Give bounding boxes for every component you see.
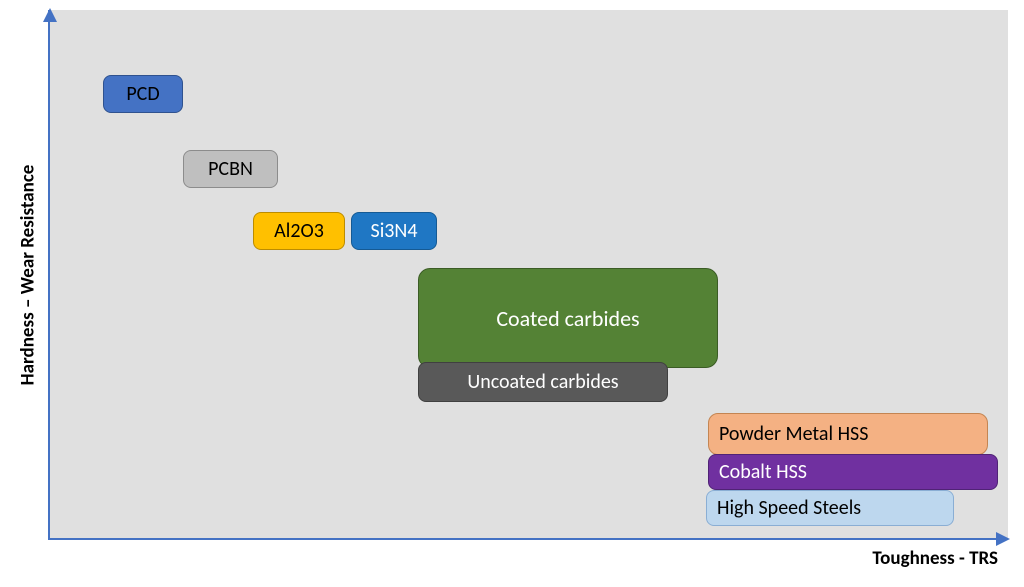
x-axis-label: Toughness - TRS	[872, 547, 998, 570]
material-coated-carbides: Coated carbides	[418, 268, 718, 368]
material-high-speed-steels: High Speed Steels	[706, 490, 954, 526]
x-axis-arrowhead	[996, 532, 1010, 546]
material-al2o3: Al2O3	[253, 212, 345, 250]
material-uncoated-carbides: Uncoated carbides	[418, 362, 668, 402]
materials-chart: PCDPCBN Al2O3Si3N4 Coated carbidesUncoated…	[48, 10, 1008, 540]
material-powder-metal-hss: Powder Metal HSS	[708, 413, 988, 455]
y-axis-label: Hardness – Wear Resistance	[17, 165, 40, 386]
material-cobalt-hss: Cobalt HSS	[708, 454, 998, 490]
plot-area: PCDPCBN Al2O3Si3N4 Coated carbidesUncoated…	[48, 10, 1008, 540]
y-axis-line	[48, 10, 50, 540]
y-axis-arrowhead	[43, 8, 57, 22]
x-axis-line	[48, 538, 1008, 540]
material-si3n4: Si3N4	[351, 212, 437, 250]
material-pcbn: PCBN	[183, 150, 278, 188]
material-pcd: PCD	[103, 75, 183, 113]
